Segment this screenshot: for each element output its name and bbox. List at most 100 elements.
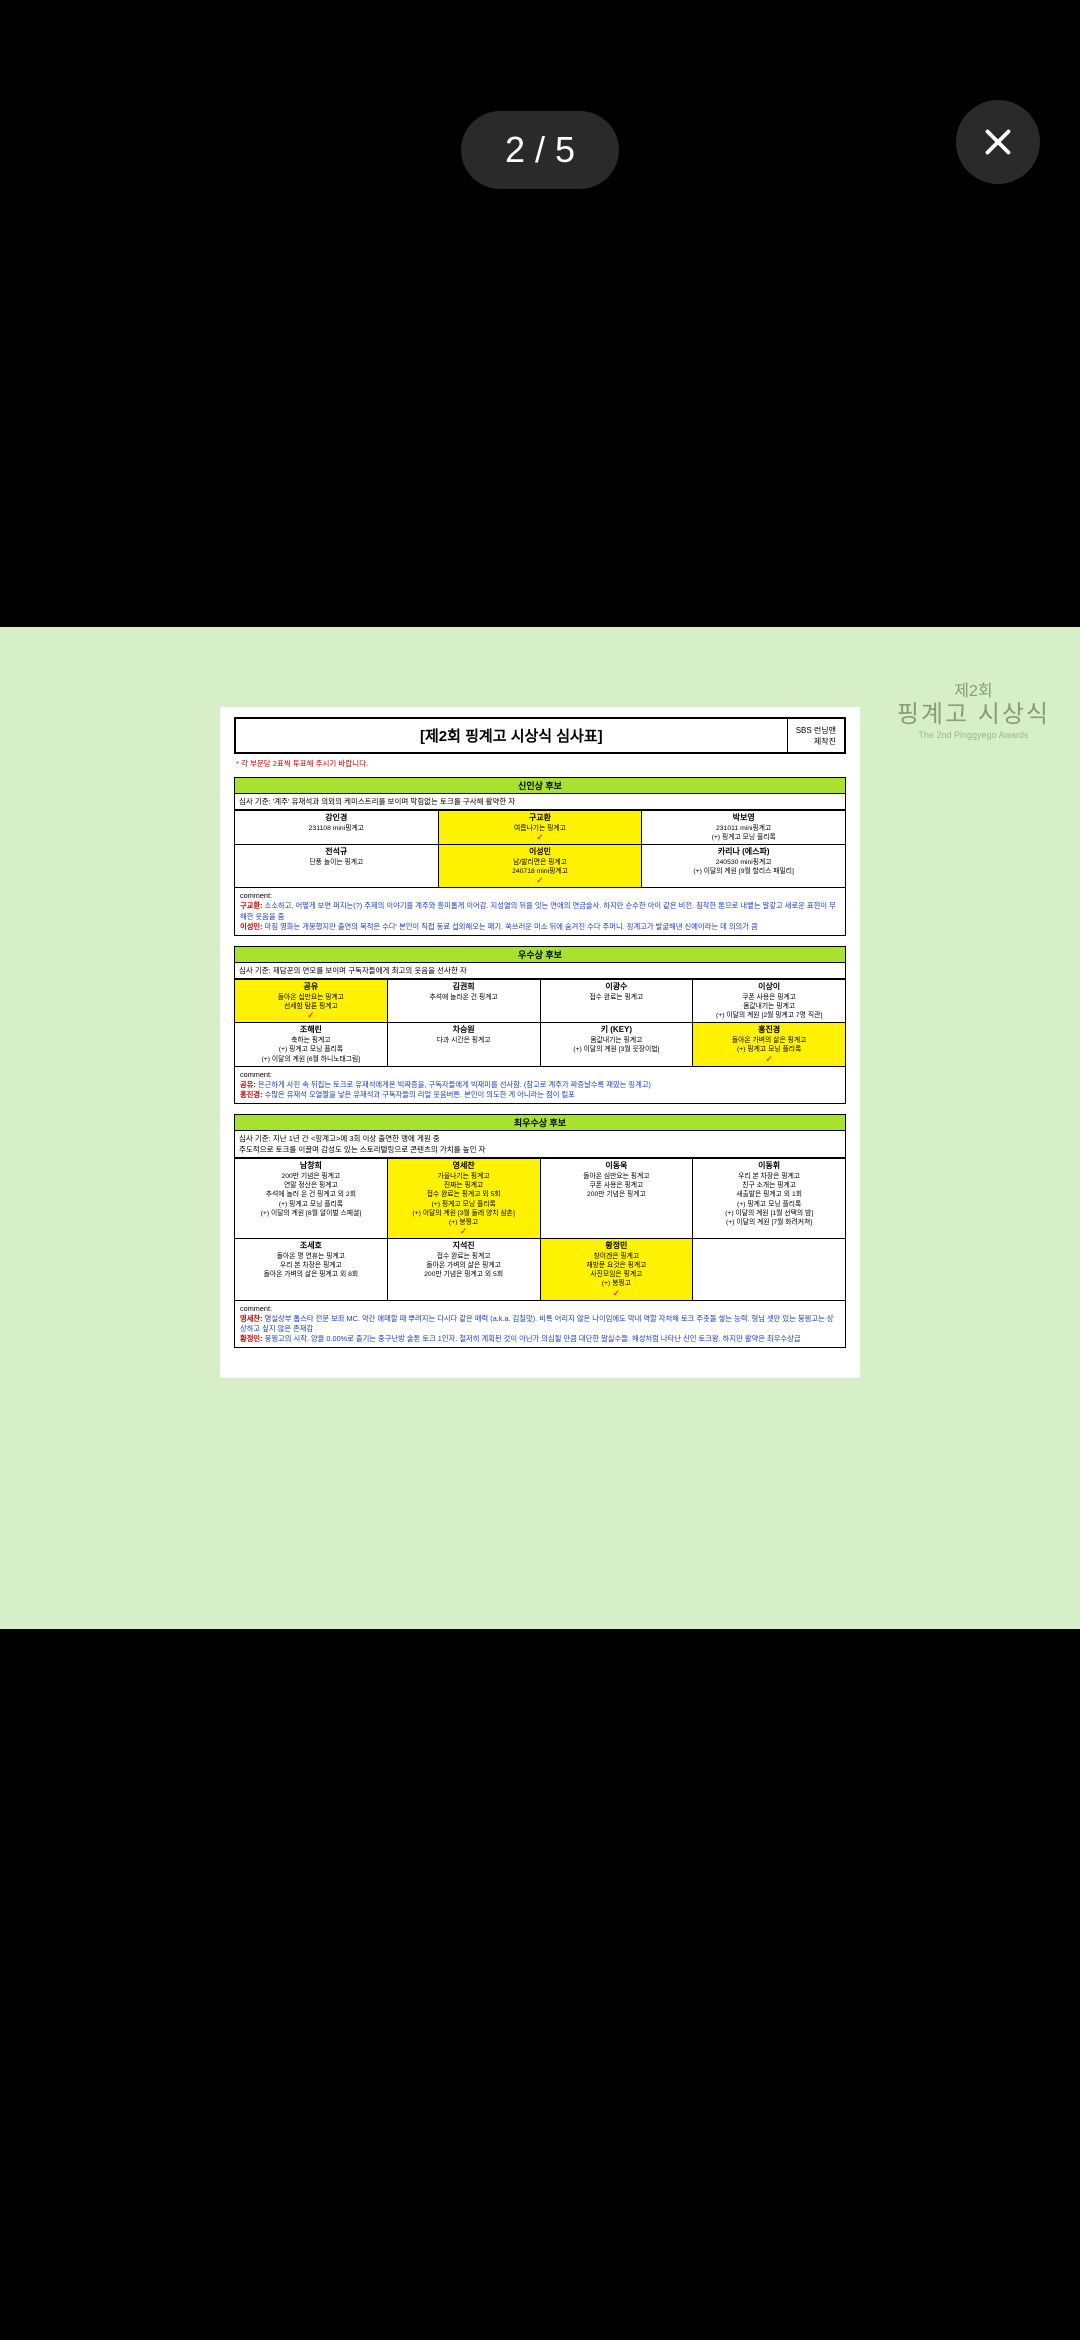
event-watermark: 제2회 핑계고 시상식 The 2nd Pinggyego Awards (897, 682, 1050, 741)
nominee-cell: 조세호돌아온 명 연휴는 핑계고우리 본 차장은 핑계고돌아온 가벼의 삶은 핑… (235, 1239, 388, 1300)
nominee-name: 구교환 (442, 813, 639, 824)
nominee-name: 김권희 (391, 982, 537, 993)
watermark-line: 핑계고 시상식 (897, 701, 1050, 730)
nominee-name: 전석규 (238, 847, 435, 858)
nominee-desc: 가을나기는 핑계고진짜는 핑계고접수 완료는 핑계고 외 5회(+) 핑계고 모… (391, 1172, 537, 1227)
close-button[interactable] (956, 100, 1040, 184)
nominees-table: 남창희200만 기념은 핑계고연말 정산은 핑계고추석에 놀러 온 건 핑계고 … (234, 1158, 846, 1300)
comment-name: 홍진경: (240, 1090, 263, 1099)
nominees-table: 강인경231108 mini핑계고구교환여름나기는 핑계고✓박보영231011 … (234, 810, 846, 888)
comment-text: 은근하게 사진 속 뒤집는 토크로 유재석에게온 빅짜증을, 구독자들에게 빅재… (258, 1080, 651, 1089)
nominee-desc: 접수 완료는 핑계고돌아온 가벼의 삶은 핑계고200만 기념은 핑계고 외 5… (391, 1252, 537, 1280)
comment-box: comment:공유: 은근하게 사진 속 뒤집는 토크로 유재석에게온 빅짜증… (234, 1067, 846, 1105)
comment-name: 공유: (240, 1080, 256, 1089)
table-row: 조세호돌아온 명 연휴는 핑계고우리 본 차장은 핑계고돌아온 가벼의 삶은 핑… (235, 1239, 846, 1300)
comment-text: 명실상부 톱스타 전문 보좌 MC. 약간 애매할 때 뿌려지는 다시다 같은 … (240, 1314, 833, 1333)
nominee-desc: 단풍 놀이는 핑계고 (238, 858, 435, 867)
nominee-desc: 남/발리면은 핑계고240718 mini핑계고 (442, 858, 639, 876)
nominee-name: 홍진경 (696, 1025, 842, 1036)
comment-text: 소소하고, 어떻게 보면 퍼지는(?) 주제의 이야기를 계주와 흥미롭게 이어… (240, 901, 836, 920)
nominee-desc: 240530 mini핑계고(+) 이달의 계원 [9월 할리스 패밀리] (645, 858, 842, 876)
nominee-desc: 200만 기념은 핑계고연말 정산은 핑계고추석에 놀러 온 건 핑계고 외 2… (238, 1172, 384, 1218)
comment-name: 구교환: (240, 901, 263, 910)
nominee-desc: 몸값내기는 핑계고(+) 이달의 계원 [3월 웃장이법] (544, 1036, 690, 1054)
nominees-table: 공유돌아온 십만요는 핑계고선세함 탐론 핑계고✓김권희추석에 놀라온 건 핑계… (234, 979, 846, 1067)
nominee-desc: 다과 시간은 핑계고 (391, 1036, 537, 1045)
nominee-cell: 영세찬가을나기는 핑계고진짜는 핑계고접수 완료는 핑계고 외 5회(+) 핑계… (387, 1159, 540, 1239)
section-criteria: 심사 기준: 재담꾼의 면모를 보이며 구독자들에게 최고의 웃음을 선사한 자 (234, 963, 846, 979)
nominee-name: 이상이 (696, 982, 842, 993)
image-viewer-topbar: 2 / 5 (0, 100, 1080, 200)
check-icon: ✓ (391, 1227, 537, 1236)
nominee-cell: 카리나 (에스파)240530 mini핑계고(+) 이달의 계원 [9월 할리… (642, 845, 846, 888)
comment-label: comment: (240, 891, 272, 900)
nominee-name: 차승원 (391, 1025, 537, 1036)
table-row: 강인경231108 mini핑계고구교환여름나기는 핑계고✓박보영231011 … (235, 811, 846, 845)
nominee-name: 키 (KEY) (544, 1025, 690, 1036)
nominee-cell: 이상이쿠폰 사용은 핑계고몸값내기는 핑계고(+) 이달의 계원 [2월 핑계고… (693, 980, 846, 1023)
comment-box: comment:영세찬: 명실상부 톱스타 전문 보좌 MC. 약간 애매할 때… (234, 1301, 846, 1349)
comment-label: comment: (240, 1304, 272, 1313)
nominee-cell: 강인경231108 mini핑계고 (235, 811, 439, 845)
nominee-cell: 이동욱돌아온 심만요는 핑계고쿠폰 사용은 핑계고200만 기념은 핑계고 (540, 1159, 693, 1239)
doc-instruction: * 각 부문당 2표씩 투표해 주시기 바랍니다. (236, 758, 846, 769)
nominee-name: 이동욱 (544, 1161, 690, 1172)
nominee-desc: 돌아온 명 연휴는 핑계고우리 본 차장은 핑계고돌아온 가벼의 삶은 핑계고 … (238, 1252, 384, 1280)
watermark-line: The 2nd Pinggyego Awards (897, 730, 1050, 741)
doc-meta-line: SBS 런닝맨 (796, 725, 836, 736)
nominee-desc: 돌아온 십만요는 핑계고선세함 탐론 핑계고 (238, 993, 384, 1011)
check-icon: ✓ (238, 1011, 384, 1020)
table-row: 공유돌아온 십만요는 핑계고선세함 탐론 핑계고✓김권희추석에 놀라온 건 핑계… (235, 980, 846, 1023)
nominee-name: 공유 (238, 982, 384, 993)
nominee-name: 남창희 (238, 1161, 384, 1172)
check-icon: ✓ (442, 833, 639, 842)
comment-name: 이성민: (240, 922, 263, 931)
nominee-cell: 이광수접수 완료는 핑계고 (540, 980, 693, 1023)
nominee-name: 조세호 (238, 1241, 384, 1252)
comment-name: 영세찬: (240, 1314, 263, 1323)
nominee-name: 이광수 (544, 982, 690, 993)
nominee-cell: 키 (KEY)몸값내기는 핑계고(+) 이달의 계원 [3월 웃장이법] (540, 1023, 693, 1066)
nominee-desc: 축하는 핑계고(+) 핑계고 모닝 플리록(+) 이달의 계원 [6월 하니노태… (238, 1036, 384, 1064)
nominee-cell: 이동휘우리 본 차장은 핑계고친구 소개는 핑계고새출발은 핑계고 외 1회(+… (693, 1159, 846, 1239)
nominee-cell: 조해린축하는 핑계고(+) 핑계고 모닝 플리록(+) 이달의 계원 [6월 하… (235, 1023, 388, 1066)
section-title: 우수상 후보 (234, 946, 846, 963)
nominee-cell: 차승원다과 시간은 핑계고 (387, 1023, 540, 1066)
doc-meta: SBS 런닝맨 제작진 (787, 719, 844, 752)
close-icon (980, 124, 1016, 160)
section-title: 신인상 후보 (234, 777, 846, 794)
doc-title: [제2회 핑계고 시상식 심사표] (236, 719, 787, 752)
nominee-name: 박보영 (645, 813, 842, 824)
comment-label: comment: (240, 1070, 272, 1079)
nominee-name: 이동휘 (696, 1161, 842, 1172)
nominee-desc: 창이겐은 핑계고재방문 요것은 핑계고사진모임은 핑계고(+) 붕찡고 (544, 1252, 690, 1289)
page-counter: 2 / 5 (461, 111, 619, 189)
nominee-cell: 지석진접수 완료는 핑계고돌아온 가벼의 삶은 핑계고200만 기념은 핑계고 … (387, 1239, 540, 1300)
nominee-cell: 전석규단풍 놀이는 핑계고 (235, 845, 439, 888)
table-row: 전석규단풍 놀이는 핑계고이성민남/발리면은 핑계고240718 mini핑계고… (235, 845, 846, 888)
nominee-desc: 돌아온 가벼의 삶은 핑계고(+) 핑계고 모닝 플리록 (696, 1036, 842, 1054)
nominee-name: 황정민 (544, 1241, 690, 1252)
nominee-cell: 홍진경돌아온 가벼의 삶은 핑계고(+) 핑계고 모닝 플리록✓ (693, 1023, 846, 1066)
nominee-desc: 돌아온 심만요는 핑계고쿠폰 사용은 핑계고200만 기념은 핑계고 (544, 1172, 690, 1200)
nominee-cell: 황정민창이겐은 핑계고재방문 요것은 핑계고사진모임은 핑계고(+) 붕찡고✓ (540, 1239, 693, 1300)
nominee-cell: 남창희200만 기념은 핑계고연말 정산은 핑계고추석에 놀러 온 건 핑계고 … (235, 1159, 388, 1239)
nominee-cell (693, 1239, 846, 1300)
nominee-desc: 231108 mini핑계고 (238, 824, 435, 833)
nominee-name: 카리나 (에스파) (645, 847, 842, 858)
comment-text: 수많은 유재석 오열짤을 낳은 유재석과 구독자들의 리얼 웃음버튼. 본인이 … (265, 1090, 575, 1099)
check-icon: ✓ (442, 876, 639, 885)
comment-box: comment:구교환: 소소하고, 어떻게 보면 퍼지는(?) 주제의 이야기… (234, 888, 846, 936)
nominee-cell: 김권희추석에 놀라온 건 핑계고 (387, 980, 540, 1023)
nominee-name: 강인경 (238, 813, 435, 824)
comment-text: 붕찡고의 시작. 양율 0.00%로 즐기는 중구난방 술톤 토크 1인자. 철… (265, 1334, 801, 1343)
doc-meta-line: 제작진 (796, 736, 836, 747)
nominee-name: 영세찬 (391, 1161, 537, 1172)
nominee-name: 이성민 (442, 847, 639, 858)
comment-name: 황정민: (240, 1334, 263, 1343)
nominee-desc: 231011 mini핑계고(+) 핑계고 모닝 플리록 (645, 824, 842, 842)
document-viewer[interactable]: 제2회 핑계고 시상식 The 2nd Pinggyego Awards [제2… (0, 627, 1080, 1629)
doc-header: [제2회 핑계고 시상식 심사표] SBS 런닝맨 제작진 (234, 717, 846, 754)
nominee-cell: 박보영231011 mini핑계고(+) 핑계고 모닝 플리록 (642, 811, 846, 845)
watermark-line: 제2회 (897, 682, 1050, 701)
